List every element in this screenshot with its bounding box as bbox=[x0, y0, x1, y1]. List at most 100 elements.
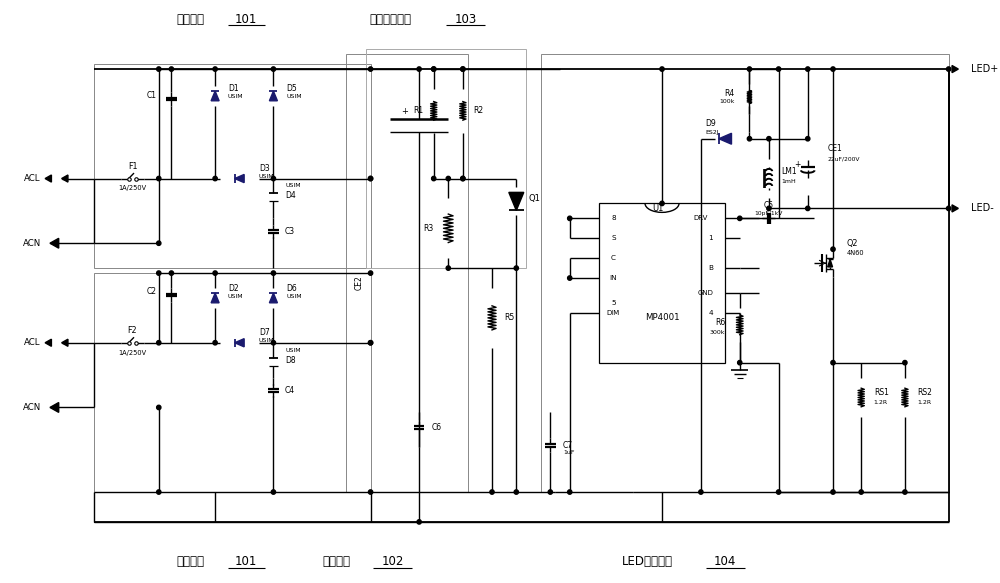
Circle shape bbox=[806, 206, 810, 210]
Text: B: B bbox=[708, 265, 713, 271]
Circle shape bbox=[548, 490, 552, 494]
Text: USIM: USIM bbox=[286, 294, 302, 300]
Polygon shape bbox=[62, 339, 68, 346]
Circle shape bbox=[514, 490, 518, 494]
Text: 1uF: 1uF bbox=[563, 449, 574, 455]
Circle shape bbox=[747, 136, 752, 141]
Circle shape bbox=[831, 67, 835, 71]
Circle shape bbox=[157, 241, 161, 245]
Circle shape bbox=[946, 206, 951, 210]
Text: D9: D9 bbox=[706, 120, 716, 128]
Text: C1: C1 bbox=[147, 92, 157, 100]
Text: 300k: 300k bbox=[710, 331, 725, 335]
Circle shape bbox=[738, 216, 742, 220]
Circle shape bbox=[446, 266, 450, 271]
Polygon shape bbox=[211, 293, 219, 303]
Text: C4: C4 bbox=[285, 386, 295, 395]
Circle shape bbox=[213, 340, 217, 345]
Circle shape bbox=[461, 176, 465, 181]
Circle shape bbox=[514, 266, 518, 271]
Polygon shape bbox=[45, 339, 51, 346]
Text: D6: D6 bbox=[286, 283, 297, 293]
Circle shape bbox=[660, 201, 664, 206]
Circle shape bbox=[831, 490, 835, 494]
Bar bbox=[366, 49, 526, 268]
Text: IN: IN bbox=[610, 275, 617, 281]
Text: 1A/250V: 1A/250V bbox=[118, 350, 147, 356]
Circle shape bbox=[461, 67, 465, 71]
Text: C2: C2 bbox=[147, 286, 157, 296]
Polygon shape bbox=[269, 293, 277, 303]
Text: R2: R2 bbox=[474, 106, 484, 115]
Circle shape bbox=[490, 490, 494, 494]
Circle shape bbox=[157, 490, 161, 494]
Text: USIM: USIM bbox=[285, 348, 301, 353]
Text: C5: C5 bbox=[764, 201, 774, 210]
Text: ACN: ACN bbox=[23, 403, 42, 412]
Bar bbox=[94, 64, 371, 268]
Text: F2: F2 bbox=[128, 326, 137, 335]
Circle shape bbox=[699, 490, 703, 494]
Text: C6: C6 bbox=[432, 423, 442, 432]
Text: Q1: Q1 bbox=[529, 194, 541, 203]
Text: R3: R3 bbox=[423, 224, 434, 233]
Text: ACL: ACL bbox=[24, 174, 41, 183]
Text: RS1: RS1 bbox=[874, 388, 889, 397]
Circle shape bbox=[432, 67, 436, 71]
Polygon shape bbox=[719, 134, 731, 144]
Text: 4N60: 4N60 bbox=[847, 250, 864, 256]
Text: 103: 103 bbox=[455, 13, 477, 26]
Circle shape bbox=[738, 360, 742, 365]
Circle shape bbox=[461, 176, 465, 181]
Text: 高压吸收电路: 高压吸收电路 bbox=[369, 13, 411, 26]
Text: D2: D2 bbox=[228, 283, 238, 293]
Text: D5: D5 bbox=[286, 85, 297, 93]
Text: C: C bbox=[611, 255, 616, 261]
Text: C3: C3 bbox=[285, 227, 295, 236]
Text: 滤波电路: 滤波电路 bbox=[323, 555, 351, 568]
Text: R1: R1 bbox=[413, 106, 423, 115]
Bar bbox=[541, 54, 949, 492]
Circle shape bbox=[417, 519, 421, 524]
Circle shape bbox=[157, 340, 161, 345]
Polygon shape bbox=[269, 91, 277, 101]
Text: +: + bbox=[794, 160, 800, 169]
Circle shape bbox=[169, 67, 174, 71]
Polygon shape bbox=[50, 402, 59, 412]
Text: 22uF/200V: 22uF/200V bbox=[827, 156, 860, 161]
Text: MP4001: MP4001 bbox=[645, 314, 679, 322]
Circle shape bbox=[446, 176, 450, 181]
Circle shape bbox=[271, 340, 276, 345]
Text: 1mH: 1mH bbox=[782, 179, 796, 184]
Text: Q2: Q2 bbox=[847, 238, 858, 248]
Text: DRV: DRV bbox=[694, 215, 708, 222]
Circle shape bbox=[568, 276, 572, 280]
Text: 整流电路: 整流电路 bbox=[177, 555, 205, 568]
Text: USIM: USIM bbox=[259, 338, 274, 343]
Bar bbox=[94, 273, 371, 492]
Circle shape bbox=[368, 67, 373, 71]
Bar bbox=[346, 54, 468, 492]
Circle shape bbox=[776, 490, 781, 494]
Polygon shape bbox=[235, 339, 244, 347]
Polygon shape bbox=[509, 192, 524, 210]
Circle shape bbox=[271, 490, 276, 494]
Circle shape bbox=[767, 206, 771, 210]
Text: U1: U1 bbox=[652, 204, 664, 213]
Circle shape bbox=[368, 490, 373, 494]
Text: USIM: USIM bbox=[286, 94, 302, 100]
Text: S: S bbox=[611, 236, 616, 241]
Text: CE1: CE1 bbox=[827, 144, 842, 153]
Circle shape bbox=[776, 67, 781, 71]
Text: +: + bbox=[401, 107, 408, 117]
Polygon shape bbox=[235, 174, 244, 182]
Circle shape bbox=[271, 271, 276, 275]
Circle shape bbox=[859, 490, 863, 494]
Circle shape bbox=[903, 490, 907, 494]
Circle shape bbox=[432, 176, 436, 181]
Text: 101: 101 bbox=[235, 13, 257, 26]
Text: 整流电路: 整流电路 bbox=[177, 13, 205, 26]
Text: ES2J: ES2J bbox=[706, 130, 719, 135]
Text: 100k: 100k bbox=[720, 100, 735, 104]
Text: R5: R5 bbox=[505, 314, 515, 322]
